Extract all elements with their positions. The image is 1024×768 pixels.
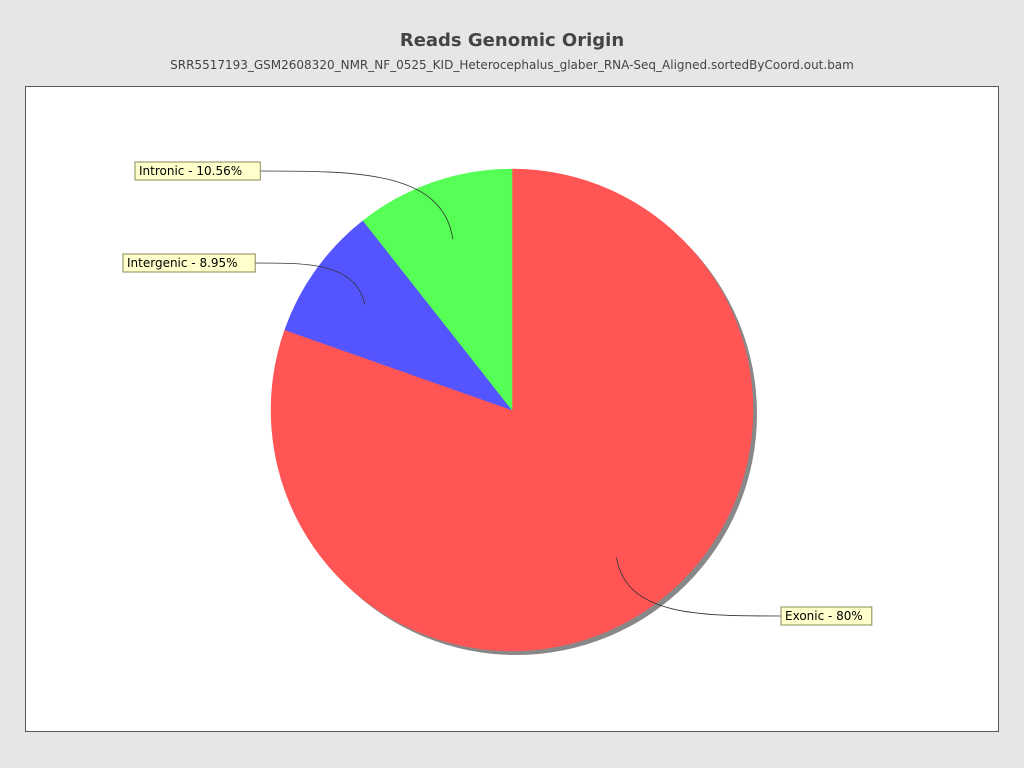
chart-subtitle: SRR5517193_GSM2608320_NMR_NF_0525_KID_He… — [170, 58, 854, 72]
pie-slice-intergenic — [284, 220, 513, 411]
pie-slice-intronic — [362, 168, 513, 411]
leader-line-intronic — [260, 170, 454, 240]
slice-label-box-intergenic — [122, 253, 256, 273]
chart-title: Reads Genomic Origin — [399, 30, 625, 51]
slice-label-intronic: Intronic - 10.56% — [139, 164, 242, 178]
slice-label-box-intronic — [134, 161, 261, 181]
leader-line-intergenic — [255, 262, 366, 305]
slice-label-box-exonic — [780, 606, 873, 626]
slice-label-exonic: Exonic - 80% — [785, 609, 863, 623]
leader-line-exonic — [616, 557, 782, 617]
slice-label-intergenic: Intergenic - 8.95% — [127, 256, 238, 270]
